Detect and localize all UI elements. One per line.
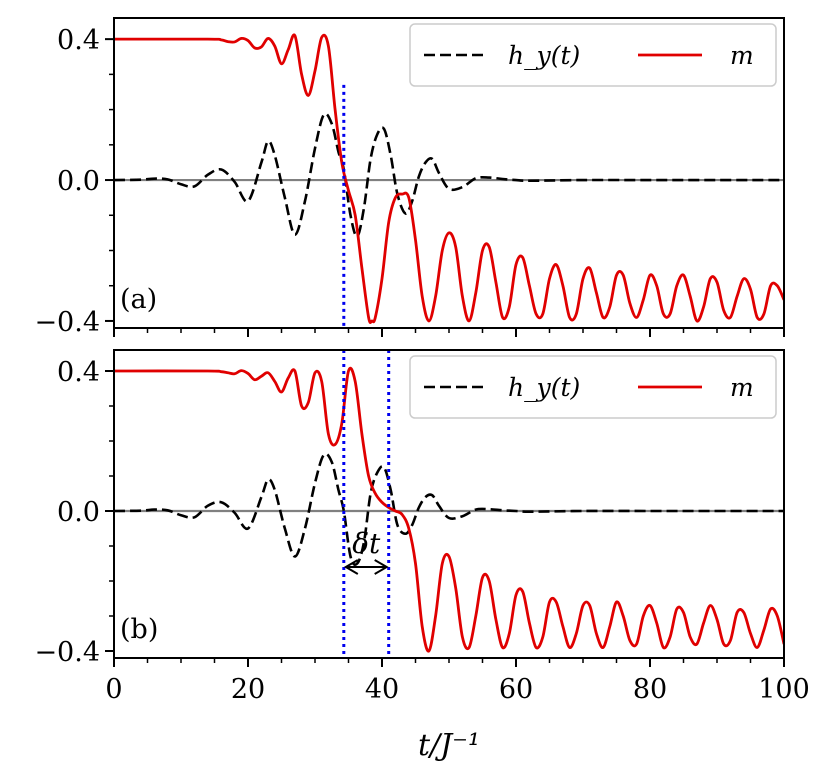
series-line-hy — [114, 452, 784, 566]
x-tick-label: 20 — [231, 674, 265, 705]
delta-t-arrowhead-right — [374, 559, 389, 575]
panel-b: δt 0.4 0.0 −0.40 20 40 60 80 100 (b) h_y(t) m — [34, 349, 810, 705]
series-line-m — [114, 366, 784, 653]
x-axis-title: t/J⁻¹ — [418, 728, 480, 763]
y-tick-label: 0.4 — [57, 357, 100, 388]
delta-t-label: δt — [352, 527, 381, 560]
series-line-m — [114, 33, 784, 324]
delta-t-arrowhead-left — [343, 559, 359, 575]
legend-box — [409, 355, 777, 419]
x-tick-label: 40 — [365, 674, 399, 705]
x-tick-label: 80 — [633, 674, 667, 705]
y-tick-label: 0.0 — [57, 497, 100, 528]
panel-a: 0.4 0.0 −0.4 (a) h_y(t) m — [34, 17, 785, 338]
panel-label: (b) — [120, 614, 158, 645]
legend-label-hy: h_y(t) — [508, 41, 580, 70]
legend-label-m: m — [730, 373, 754, 402]
y-tick-label: 0.4 — [57, 25, 100, 56]
x-tick-label: 60 — [499, 674, 533, 705]
series-line-hy — [114, 112, 784, 238]
x-tick-label: 0 — [105, 674, 122, 705]
y-tick-label: 0.0 — [57, 166, 100, 197]
panel-label: (a) — [120, 284, 157, 315]
y-tick-label: −0.4 — [34, 637, 100, 668]
legend-box — [409, 23, 777, 87]
legend-label-m: m — [730, 41, 754, 70]
x-tick-label: 100 — [758, 674, 810, 705]
legend-label-hy: h_y(t) — [508, 373, 580, 402]
y-tick-label: −0.4 — [34, 307, 100, 338]
